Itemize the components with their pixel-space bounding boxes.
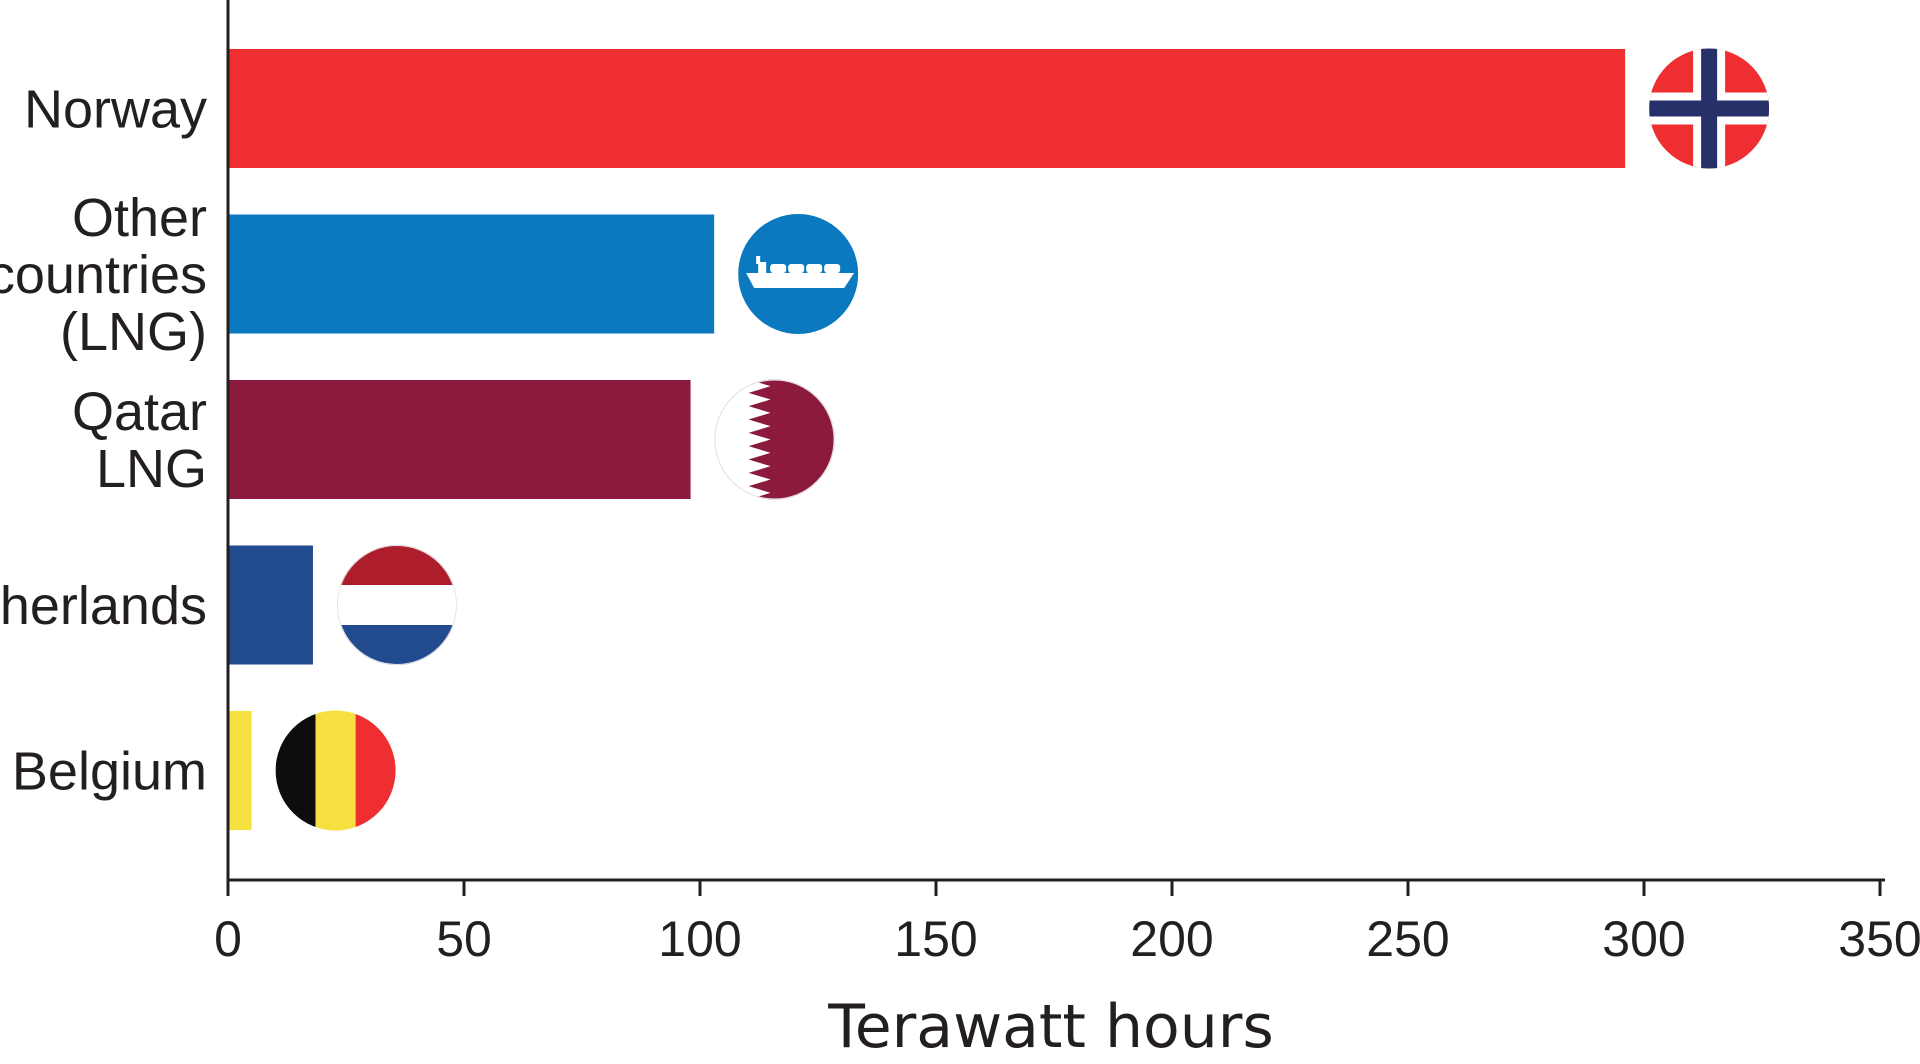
x-tick-label: 250	[1366, 911, 1449, 967]
bar-icons	[275, 48, 1770, 831]
x-tick-label: 350	[1838, 911, 1920, 967]
category-label: Other	[72, 188, 207, 248]
belgium-flag-icon	[275, 710, 396, 831]
x-tick-label: 300	[1602, 911, 1685, 967]
norway-flag-icon	[1649, 48, 1770, 169]
x-tick-label: 0	[214, 911, 242, 967]
qatar-flag-icon	[714, 379, 835, 500]
bar-0	[228, 49, 1626, 168]
bar-1	[228, 214, 715, 334]
bars	[228, 49, 1626, 830]
category-label: (LNG)	[60, 302, 207, 362]
x-tick-label: 150	[894, 911, 977, 967]
x-axis: 0 50 100 150 200 250 300 350	[214, 0, 1920, 967]
x-tick-label: 200	[1130, 911, 1213, 967]
lng-ship-icon	[738, 214, 859, 334]
x-axis-title: Terawatt hours	[827, 992, 1273, 1062]
x-tick-label: 100	[658, 911, 741, 967]
category-label: Belgium	[12, 742, 207, 802]
category-label: Qatar	[72, 382, 207, 442]
bar-4	[228, 711, 252, 830]
category-label: Netherlands	[0, 576, 207, 636]
bar-3	[228, 545, 313, 665]
bar-2	[228, 380, 691, 499]
netherlands-flag-icon	[336, 545, 457, 665]
x-tick-label: 50	[436, 911, 492, 967]
category-label: LNG	[96, 439, 207, 499]
category-label: Norway	[24, 80, 207, 140]
category-label: countries	[0, 245, 207, 305]
